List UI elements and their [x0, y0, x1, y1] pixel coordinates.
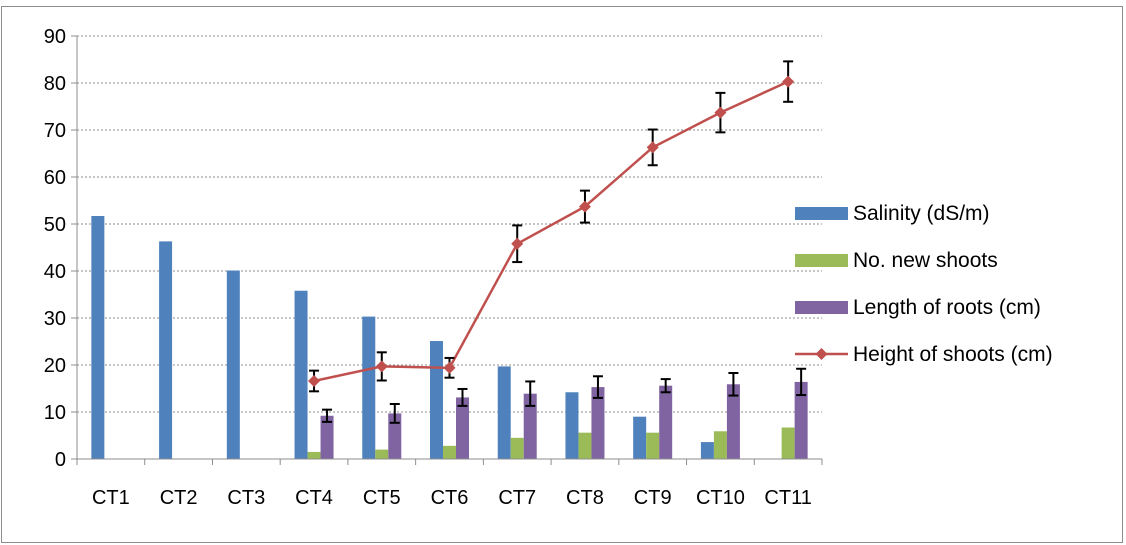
- bar-ct8-s0: [565, 392, 579, 459]
- bar-ct6-s1: [443, 445, 456, 459]
- bar-ct7-s2: [523, 393, 537, 459]
- axes: [71, 35, 823, 465]
- x-tick-label: CT7: [498, 487, 536, 509]
- bar-ct8-s2: [591, 387, 605, 459]
- legend-label: Height of shoots (cm): [853, 343, 1053, 366]
- x-tick-label: CT1: [92, 487, 130, 509]
- bar-ct9-s2: [659, 385, 673, 459]
- bar-ct9-s1: [646, 432, 660, 459]
- legend: Salinity (dS/m) No. new shoots Length of r…: [795, 202, 1053, 366]
- bar-ct10-s2: [726, 384, 740, 459]
- bar-ct3-s0: [226, 270, 240, 459]
- bar-ct4-s0: [294, 290, 308, 459]
- chart-frame: [1, 6, 1123, 543]
- bar-ct10-s1: [713, 431, 727, 459]
- line-series: [308, 60, 795, 393]
- legend-swatch: [795, 207, 848, 220]
- point-ct5: [375, 360, 388, 373]
- bar-ct10-s0: [700, 442, 714, 459]
- x-tick-label: CT3: [227, 487, 265, 509]
- point-ct9: [646, 141, 659, 154]
- y-tick-label: 60: [44, 167, 66, 189]
- x-tick-label: CT10: [696, 487, 745, 509]
- bar-ct8-s1: [578, 432, 592, 459]
- legend-label: Length of roots (cm): [853, 296, 1041, 319]
- bar-ct5-s0: [362, 316, 376, 459]
- y-tick-label: 10: [44, 402, 66, 424]
- x-tick-label: CT9: [634, 487, 672, 509]
- bar-ct7-s0: [497, 366, 511, 459]
- y-tick-label: 40: [44, 261, 66, 283]
- bars: [91, 216, 808, 459]
- legend-swatch: [795, 254, 848, 267]
- x-tick-label: CT6: [431, 487, 469, 509]
- point-ct10: [714, 106, 727, 119]
- bar-ct7-s1: [510, 437, 524, 459]
- bar-ct5-s2: [388, 413, 402, 459]
- bar-ct11-s2: [794, 381, 808, 459]
- point-ct8: [578, 200, 591, 213]
- x-tick-label: CT5: [363, 487, 401, 509]
- legend-label: Salinity (dS/m): [853, 202, 990, 225]
- y-tick-label: 20: [44, 355, 66, 377]
- point-ct6: [443, 361, 456, 374]
- y-tick-label: 30: [44, 308, 66, 330]
- x-tick-label: CT11: [764, 487, 811, 509]
- tick-labels: 0 10 20 30 40 50 60 70 80 90 CT1 CT2 CT3 CT4 CT5 CT6 CT7…: [44, 26, 812, 509]
- point-ct11: [782, 75, 795, 88]
- bar-ct2-s0: [159, 241, 173, 459]
- point-ct7: [511, 237, 524, 250]
- y-tick-label: 90: [44, 26, 66, 48]
- x-tick-label: CT2: [160, 487, 198, 509]
- y-tick-label: 80: [44, 73, 66, 95]
- legend-label: No. new shoots: [853, 249, 998, 272]
- legend-marker: [815, 348, 828, 360]
- bar-ct4-s2: [320, 415, 334, 459]
- bar-ct1-s0: [91, 216, 105, 459]
- y-tick-label: 0: [55, 449, 66, 471]
- grid-lines: [77, 35, 822, 413]
- x-tick-label: CT8: [566, 487, 604, 509]
- bar-ct6-s0: [430, 341, 443, 459]
- legend-swatch: [795, 301, 848, 314]
- bar-ct9-s0: [633, 416, 647, 459]
- point-ct4: [308, 374, 321, 387]
- bar-ct4-s1: [307, 451, 321, 459]
- x-tick-label: CT4: [295, 487, 333, 509]
- y-tick-label: 50: [44, 214, 66, 236]
- bar-ct6-s2: [456, 397, 469, 459]
- series-line-height-of-shoots: [313, 80, 789, 383]
- bar-ct5-s1: [375, 449, 389, 459]
- y-tick-label: 70: [44, 120, 66, 142]
- bar-ct11-s1: [781, 427, 795, 459]
